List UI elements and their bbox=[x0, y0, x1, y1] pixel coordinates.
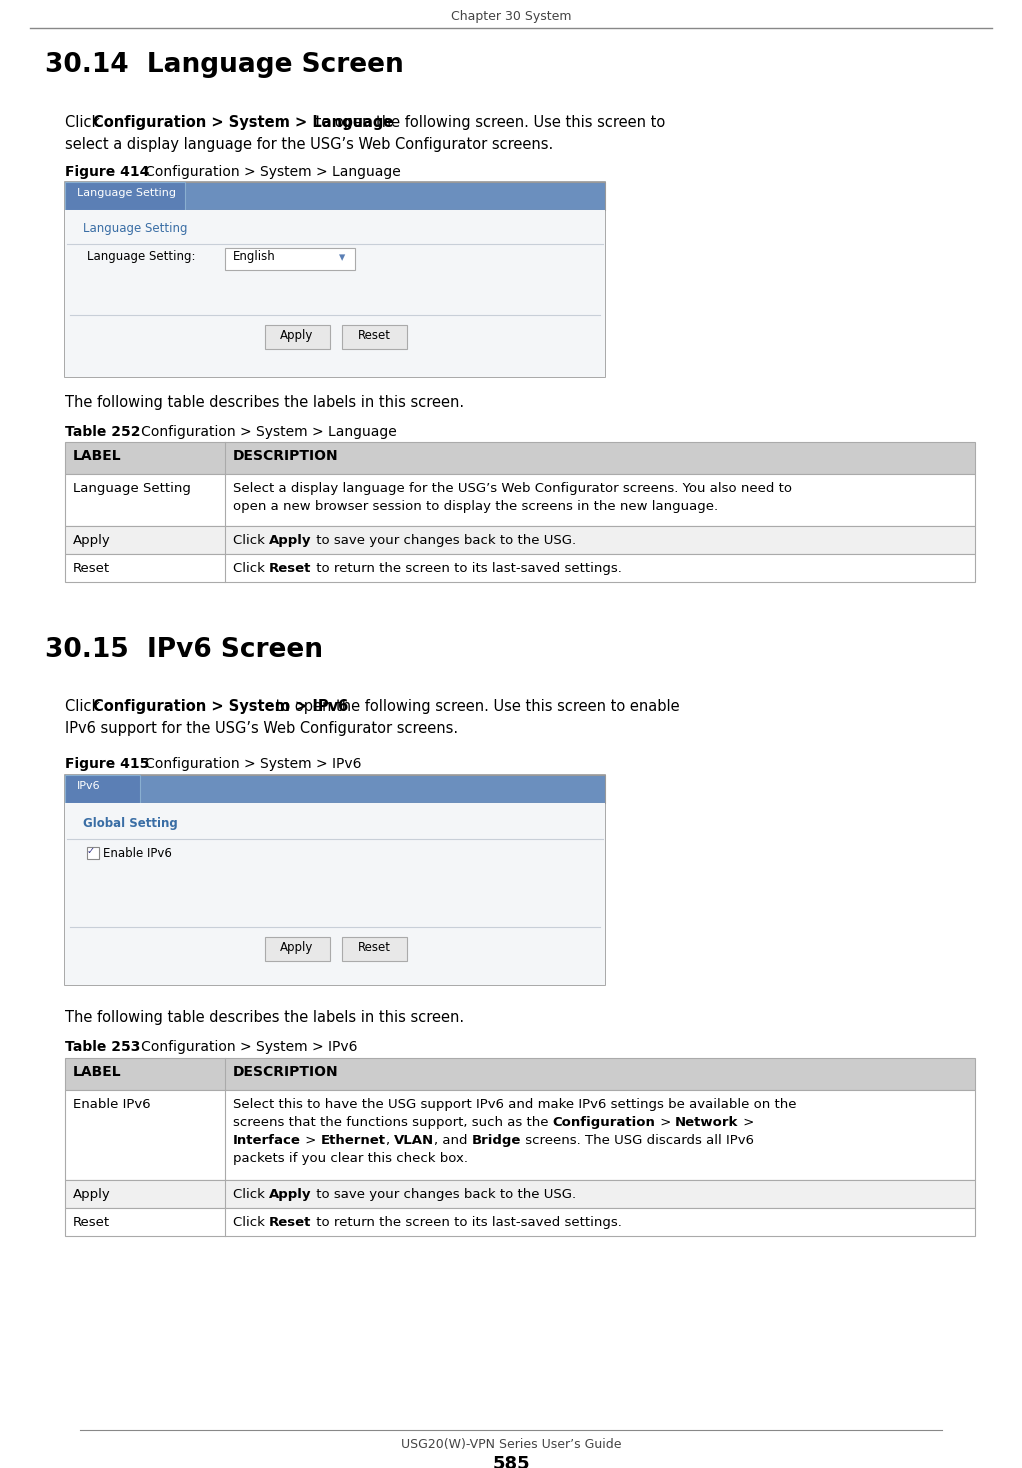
Text: packets if you clear this check box.: packets if you clear this check box. bbox=[233, 1152, 468, 1166]
Bar bbox=[342, 324, 407, 349]
Text: >: > bbox=[656, 1116, 676, 1129]
Text: ✓: ✓ bbox=[87, 846, 95, 856]
Text: VLAN: VLAN bbox=[393, 1133, 434, 1147]
Text: 585: 585 bbox=[493, 1455, 529, 1468]
Text: Apply: Apply bbox=[280, 329, 314, 342]
Text: Click: Click bbox=[233, 562, 269, 575]
Bar bbox=[65, 210, 605, 377]
Text: IPv6 support for the USG’s Web Configurator screens.: IPv6 support for the USG’s Web Configura… bbox=[65, 721, 458, 735]
Text: The following table describes the labels in this screen.: The following table describes the labels… bbox=[65, 395, 464, 410]
Text: >: > bbox=[739, 1116, 754, 1129]
Bar bbox=[65, 442, 975, 474]
Bar bbox=[342, 937, 407, 962]
Text: Click: Click bbox=[233, 1216, 269, 1229]
Bar bbox=[65, 182, 185, 210]
Text: Apply: Apply bbox=[280, 941, 314, 954]
Bar bbox=[65, 526, 975, 553]
Text: open a new browser session to display the screens in the new language.: open a new browser session to display th… bbox=[233, 501, 718, 512]
Text: to save your changes back to the USG.: to save your changes back to the USG. bbox=[312, 1188, 575, 1201]
Text: Configuration > System > Language: Configuration > System > Language bbox=[93, 115, 393, 131]
Text: Apply: Apply bbox=[73, 1188, 110, 1201]
Text: Language Setting:: Language Setting: bbox=[87, 250, 195, 263]
Text: screens that the functions support, such as the: screens that the functions support, such… bbox=[233, 1116, 553, 1129]
Text: Click: Click bbox=[65, 115, 104, 131]
Text: to open the following screen. Use this screen to enable: to open the following screen. Use this s… bbox=[271, 699, 680, 713]
Bar bbox=[65, 1058, 975, 1091]
Text: >: > bbox=[300, 1133, 321, 1147]
Text: Select this to have the USG support IPv6 and make IPv6 settings be available on : Select this to have the USG support IPv6… bbox=[233, 1098, 796, 1111]
Text: Apply: Apply bbox=[269, 1188, 312, 1201]
Text: Global Setting: Global Setting bbox=[83, 818, 178, 829]
Text: Ethernet: Ethernet bbox=[321, 1133, 385, 1147]
Text: Reset: Reset bbox=[358, 329, 390, 342]
Text: ▾: ▾ bbox=[339, 251, 345, 264]
Text: Configuration > System > Language: Configuration > System > Language bbox=[128, 426, 397, 439]
Bar bbox=[65, 775, 605, 803]
Text: LABEL: LABEL bbox=[73, 449, 122, 462]
Text: Figure 414: Figure 414 bbox=[65, 164, 149, 179]
Text: Language Setting: Language Setting bbox=[83, 222, 187, 235]
Text: Reset: Reset bbox=[358, 941, 390, 954]
Text: Language Setting: Language Setting bbox=[77, 188, 176, 198]
Text: Click: Click bbox=[65, 699, 104, 713]
Text: Select a display language for the USG’s Web Configurator screens. You also need : Select a display language for the USG’s … bbox=[233, 482, 792, 495]
Text: Reset: Reset bbox=[73, 1216, 110, 1229]
Text: Apply: Apply bbox=[269, 534, 312, 548]
Text: Click: Click bbox=[233, 534, 269, 548]
Text: Language Setting: Language Setting bbox=[73, 482, 191, 495]
Text: Table 252: Table 252 bbox=[65, 426, 140, 439]
Text: Reset: Reset bbox=[73, 562, 110, 575]
Text: , and: , and bbox=[434, 1133, 472, 1147]
Text: Table 253: Table 253 bbox=[65, 1039, 140, 1054]
Text: LABEL: LABEL bbox=[73, 1064, 122, 1079]
Text: Network: Network bbox=[676, 1116, 739, 1129]
Text: Interface: Interface bbox=[233, 1133, 300, 1147]
Text: English: English bbox=[233, 250, 276, 263]
Bar bbox=[87, 847, 99, 859]
Bar bbox=[65, 553, 975, 581]
Text: Configuration > System > IPv6: Configuration > System > IPv6 bbox=[93, 699, 349, 713]
Text: DESCRIPTION: DESCRIPTION bbox=[233, 449, 338, 462]
Text: 30.14  Language Screen: 30.14 Language Screen bbox=[45, 51, 404, 78]
Text: Bridge: Bridge bbox=[472, 1133, 521, 1147]
Text: to save your changes back to the USG.: to save your changes back to the USG. bbox=[312, 534, 575, 548]
Bar bbox=[65, 775, 605, 985]
Bar bbox=[65, 474, 975, 526]
Text: select a display language for the USG’s Web Configurator screens.: select a display language for the USG’s … bbox=[65, 137, 553, 153]
Text: Configuration > System > IPv6: Configuration > System > IPv6 bbox=[128, 1039, 358, 1054]
Text: Chapter 30 System: Chapter 30 System bbox=[451, 10, 571, 23]
Bar bbox=[225, 248, 355, 270]
Text: Configuration > System > IPv6: Configuration > System > IPv6 bbox=[132, 757, 362, 771]
Text: Apply: Apply bbox=[73, 534, 110, 548]
Bar bbox=[65, 775, 140, 803]
Text: Enable IPv6: Enable IPv6 bbox=[103, 847, 172, 860]
Text: 30.15  IPv6 Screen: 30.15 IPv6 Screen bbox=[45, 637, 323, 664]
Text: to open the following screen. Use this screen to: to open the following screen. Use this s… bbox=[311, 115, 665, 131]
Bar bbox=[265, 324, 330, 349]
Bar bbox=[65, 1180, 975, 1208]
Text: Figure 415: Figure 415 bbox=[65, 757, 149, 771]
Text: IPv6: IPv6 bbox=[77, 781, 100, 791]
Text: Configuration: Configuration bbox=[553, 1116, 656, 1129]
Text: Click: Click bbox=[233, 1188, 269, 1201]
Bar bbox=[265, 937, 330, 962]
Bar bbox=[65, 1091, 975, 1180]
Text: Enable IPv6: Enable IPv6 bbox=[73, 1098, 150, 1111]
Bar bbox=[65, 182, 605, 210]
Text: Reset: Reset bbox=[269, 562, 312, 575]
Text: screens. The USG discards all IPv6: screens. The USG discards all IPv6 bbox=[521, 1133, 754, 1147]
Text: Configuration > System > Language: Configuration > System > Language bbox=[132, 164, 401, 179]
Bar bbox=[65, 803, 605, 985]
Bar bbox=[65, 182, 605, 377]
Text: Reset: Reset bbox=[269, 1216, 312, 1229]
Text: to return the screen to its last-saved settings.: to return the screen to its last-saved s… bbox=[312, 562, 621, 575]
Text: The following table describes the labels in this screen.: The following table describes the labels… bbox=[65, 1010, 464, 1025]
Bar bbox=[65, 1208, 975, 1236]
Text: USG20(W)-VPN Series User’s Guide: USG20(W)-VPN Series User’s Guide bbox=[401, 1439, 621, 1450]
Text: DESCRIPTION: DESCRIPTION bbox=[233, 1064, 338, 1079]
Text: to return the screen to its last-saved settings.: to return the screen to its last-saved s… bbox=[312, 1216, 621, 1229]
Text: ,: , bbox=[385, 1133, 393, 1147]
